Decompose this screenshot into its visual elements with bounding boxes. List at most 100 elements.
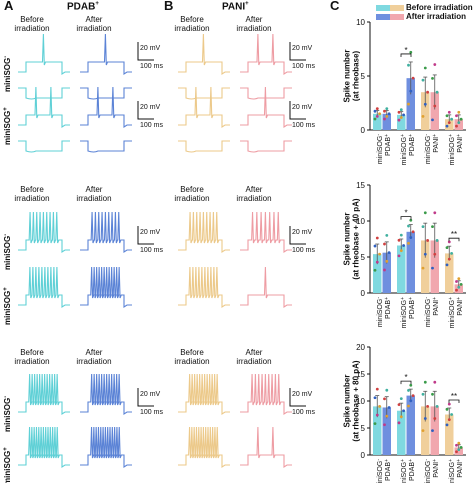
data-point <box>397 421 401 425</box>
data-point <box>457 285 461 289</box>
svg-text:PDAB+: PDAB+ <box>384 297 392 319</box>
data-point <box>409 50 413 54</box>
data-point <box>373 422 377 426</box>
data-point <box>373 109 377 113</box>
significance-bracket <box>400 380 412 385</box>
data-point <box>421 225 425 229</box>
data-point <box>387 112 391 116</box>
svg-text:miniSOG-: miniSOG- <box>424 134 432 164</box>
y-tick-label: 15 <box>356 370 365 379</box>
data-point <box>421 429 425 432</box>
pdab-group1-row0-before <box>18 211 70 254</box>
data-point <box>459 282 463 286</box>
data-point <box>375 413 379 417</box>
y-axis-label: Spike number (at rheobase) <box>343 50 361 103</box>
data-point <box>435 239 439 242</box>
svg-text:(at rheobase + 40 pA): (at rheobase + 40 pA) <box>352 198 361 279</box>
col-label-before: irradiation <box>14 194 49 203</box>
category-label-0: miniSOG-PDAB+ <box>376 134 392 164</box>
pdab-group0-row1-before-hyper <box>18 140 70 153</box>
data-point <box>385 107 389 111</box>
svg-text:miniSOG-: miniSOG- <box>424 297 432 327</box>
bar-before-1 <box>397 245 406 293</box>
svg-text:miniSOG+: miniSOG+ <box>400 134 408 165</box>
data-point <box>445 263 449 267</box>
data-point <box>385 114 389 118</box>
y-tick-label: 10 <box>356 217 365 226</box>
data-point <box>387 406 391 409</box>
pdab-group0-row1-before-depol <box>18 86 70 129</box>
data-point <box>423 102 427 106</box>
scalebar-ms-label: 100 ms <box>292 247 315 254</box>
col-label-after: irradiation <box>76 194 111 203</box>
data-point <box>445 114 449 118</box>
scalebar-mv-label: 20 mV <box>292 391 313 398</box>
svg-text:miniSOG+: miniSOG+ <box>3 107 12 145</box>
data-point <box>455 114 458 118</box>
data-point <box>409 383 413 387</box>
svg-text:miniSOG+: miniSOG+ <box>400 297 408 328</box>
data-point <box>387 251 391 255</box>
data-point <box>431 392 434 396</box>
data-point <box>447 257 451 261</box>
bar-before-1 <box>397 410 406 455</box>
pani-group0-row0-before-depol <box>178 33 230 76</box>
svg-text:Spike number: Spike number <box>343 50 352 103</box>
bar-before-3 <box>445 119 454 130</box>
data-point <box>459 117 463 121</box>
data-point <box>385 234 389 237</box>
data-point <box>375 260 379 264</box>
data-point <box>407 389 410 392</box>
scalebar-ms-label: 100 ms <box>292 409 315 416</box>
data-point <box>457 448 461 451</box>
pani-group2-row1-before <box>178 426 230 469</box>
data-point <box>433 417 437 420</box>
pdab-group0-row0-after-depol <box>80 33 132 76</box>
data-point <box>378 112 381 116</box>
category-label-2: miniSOG-PANI+ <box>424 134 440 164</box>
col-label-before: irradiation <box>174 357 209 366</box>
y-tick-label: 5 <box>361 72 366 81</box>
scalebar-a-2: 20 mV 100 ms <box>137 388 163 416</box>
significance-label: ** <box>451 392 457 401</box>
y-tick-label: 0 <box>361 126 366 135</box>
data-point <box>455 288 458 292</box>
scalebar-mv-label: 20 mV <box>140 45 161 52</box>
data-point <box>399 233 403 237</box>
data-point <box>457 110 461 114</box>
svg-text:Spike number: Spike number <box>343 213 352 266</box>
data-point <box>375 387 379 391</box>
data-point <box>423 252 427 256</box>
scalebar-ms-label: 100 ms <box>140 122 163 129</box>
data-point <box>399 415 403 419</box>
data-point <box>421 392 425 396</box>
scalebar-a-0: 20 mV 100 ms <box>137 42 163 70</box>
data-point <box>383 109 386 113</box>
data-point <box>385 259 389 263</box>
category-label-0: miniSOG-PDAB+ <box>376 297 392 327</box>
data-point <box>445 407 449 411</box>
data-point <box>431 118 434 122</box>
col-label-after: After <box>246 348 263 357</box>
y-tick-label: 0 <box>361 451 366 460</box>
category-label-3: miniSOG+PANI+ <box>448 459 464 483</box>
pani-group0-row1-after-hyper <box>240 140 292 153</box>
data-point <box>383 117 386 121</box>
pani-group0-row0-after-hyper <box>240 87 292 100</box>
bar-before-3 <box>445 414 454 455</box>
svg-text:miniSOG+: miniSOG+ <box>448 459 456 483</box>
bar-before-0 <box>373 113 382 130</box>
svg-text:PANI+: PANI+ <box>432 297 440 316</box>
bar-after-1 <box>406 78 415 130</box>
pani-group0-row0-before-hyper <box>178 87 230 100</box>
scalebar-ms-label: 100 ms <box>292 122 315 129</box>
y-tick-label: 20 <box>356 343 365 352</box>
data-point <box>411 394 415 397</box>
pani-group1-row1-after <box>240 266 292 309</box>
data-point <box>402 409 405 413</box>
scalebar-b-1: 20 mV 100 ms <box>289 226 315 254</box>
col-label-after: After <box>246 185 263 194</box>
scalebar-b-2: 20 mV 100 ms <box>289 388 315 416</box>
row-label-minisog-minus: miniSOG- <box>3 234 12 270</box>
